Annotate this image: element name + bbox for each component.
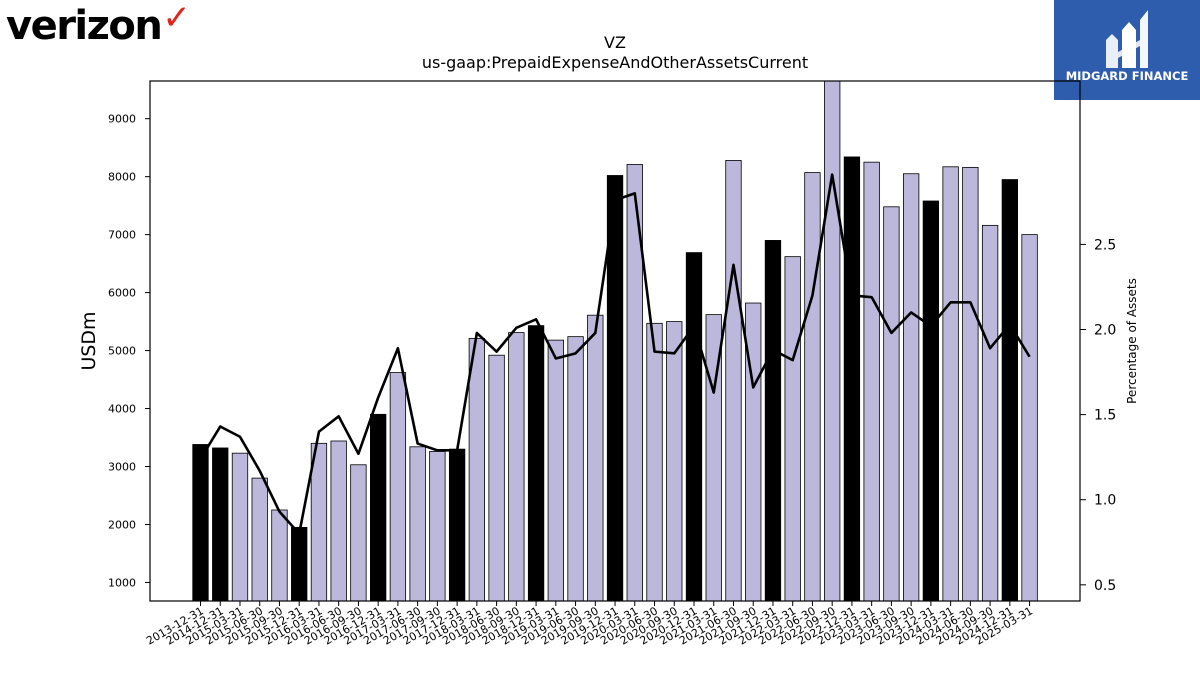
bar-2015-09-30	[271, 509, 288, 602]
verizon-logo-text: verizon	[6, 3, 163, 49]
y2-axis-label: Percentage of Assets	[1125, 278, 1139, 404]
bar-2022-09-30	[824, 80, 841, 602]
bar-2021-12-31	[764, 240, 782, 602]
bar-2020-12-31	[685, 252, 703, 602]
chart-title: VZ	[604, 33, 626, 52]
bar-2015-03-31	[231, 452, 249, 602]
y2-tick-label: 0.5	[1094, 578, 1116, 594]
y-tick-label: 9000	[108, 113, 136, 126]
bar-2022-06-30	[804, 172, 821, 602]
y2-tick-label: 1.0	[1094, 493, 1116, 509]
verizon-check-icon: ✓	[162, 0, 191, 38]
y-tick-label: 5000	[108, 345, 136, 358]
bar-2016-03-31	[310, 442, 328, 602]
bar-2016-12-31	[370, 413, 387, 602]
bar-2014-12-31	[212, 447, 229, 602]
verizon-logo: verizon✓	[6, 0, 191, 52]
bar-2015-06-30	[251, 477, 268, 602]
bar-2023-12-31	[922, 200, 940, 602]
bar-2018-12-31	[527, 325, 545, 602]
midgard-logo-text: MIDGARD FINANCE	[1065, 69, 1189, 83]
chart-subtitle: us-gaap:PrepaidExpenseAndOtherAssetsCurr…	[422, 53, 808, 72]
bar-2018-06-30	[488, 354, 505, 602]
bar-2023-09-30	[902, 173, 920, 602]
y-tick-label: 3000	[108, 461, 136, 474]
bar-2016-09-30	[350, 464, 367, 602]
bar-2024-12-31	[1001, 179, 1018, 602]
y2-tick-label: 2.0	[1094, 323, 1116, 339]
bar-2019-06-30	[567, 336, 584, 602]
y-tick-label: 6000	[108, 287, 136, 300]
bar-2020-09-30	[666, 321, 683, 602]
y-axis-label: USDm	[78, 311, 100, 370]
midgard-finance-logo: MIDGARD FINANCE	[1054, 0, 1200, 100]
bar-2013-12-31	[192, 444, 209, 602]
bar-2017-03-31	[389, 372, 407, 602]
percentage-line	[199, 173, 1031, 536]
y2-tick-label: 1.5	[1094, 408, 1116, 424]
bar-2018-03-31	[468, 337, 486, 602]
percentage-line-series	[199, 173, 1031, 536]
left-axis: 1000 2000 3000 4000 5000 6000 7000 8000 9000	[108, 113, 150, 589]
bar-2024-06-30	[962, 166, 979, 602]
y-tick-label: 4000	[108, 403, 136, 416]
bar-2017-12-31	[448, 448, 466, 602]
bar-2016-06-30	[330, 440, 347, 602]
bar-2017-09-30	[429, 451, 446, 602]
bar-2025-03-31	[1021, 234, 1038, 602]
bar-2024-09-30	[981, 224, 999, 602]
y-tick-label: 8000	[108, 171, 136, 184]
right-axis: 0.5 1.0 1.5 2.0 2.5	[1080, 237, 1116, 594]
y-tick-label: 7000	[108, 229, 136, 242]
bar-series	[192, 80, 1038, 602]
y-tick-label: 2000	[108, 518, 136, 531]
midgard-mountain-icon	[1106, 10, 1148, 68]
bar-2019-09-30	[587, 314, 604, 602]
bar-2019-03-31	[547, 339, 564, 602]
bar-2020-06-30	[646, 322, 663, 602]
bar-2021-06-30	[725, 160, 742, 602]
bar-2023-03-31	[863, 161, 880, 602]
bar-2017-06-30	[409, 446, 426, 602]
bar-2015-12-31	[291, 526, 308, 602]
bar-2024-03-31	[942, 166, 959, 602]
y2-tick-label: 2.5	[1094, 237, 1116, 253]
bar-2023-06-30	[883, 206, 900, 602]
bar-2022-12-31	[843, 156, 861, 602]
bar-2022-03-31	[784, 256, 801, 602]
y-tick-label: 1000	[108, 576, 136, 589]
bar-2018-09-30	[508, 332, 525, 602]
x-axis: 2013-12-312014-12-312015-03-312015-06-30…	[144, 601, 1035, 648]
